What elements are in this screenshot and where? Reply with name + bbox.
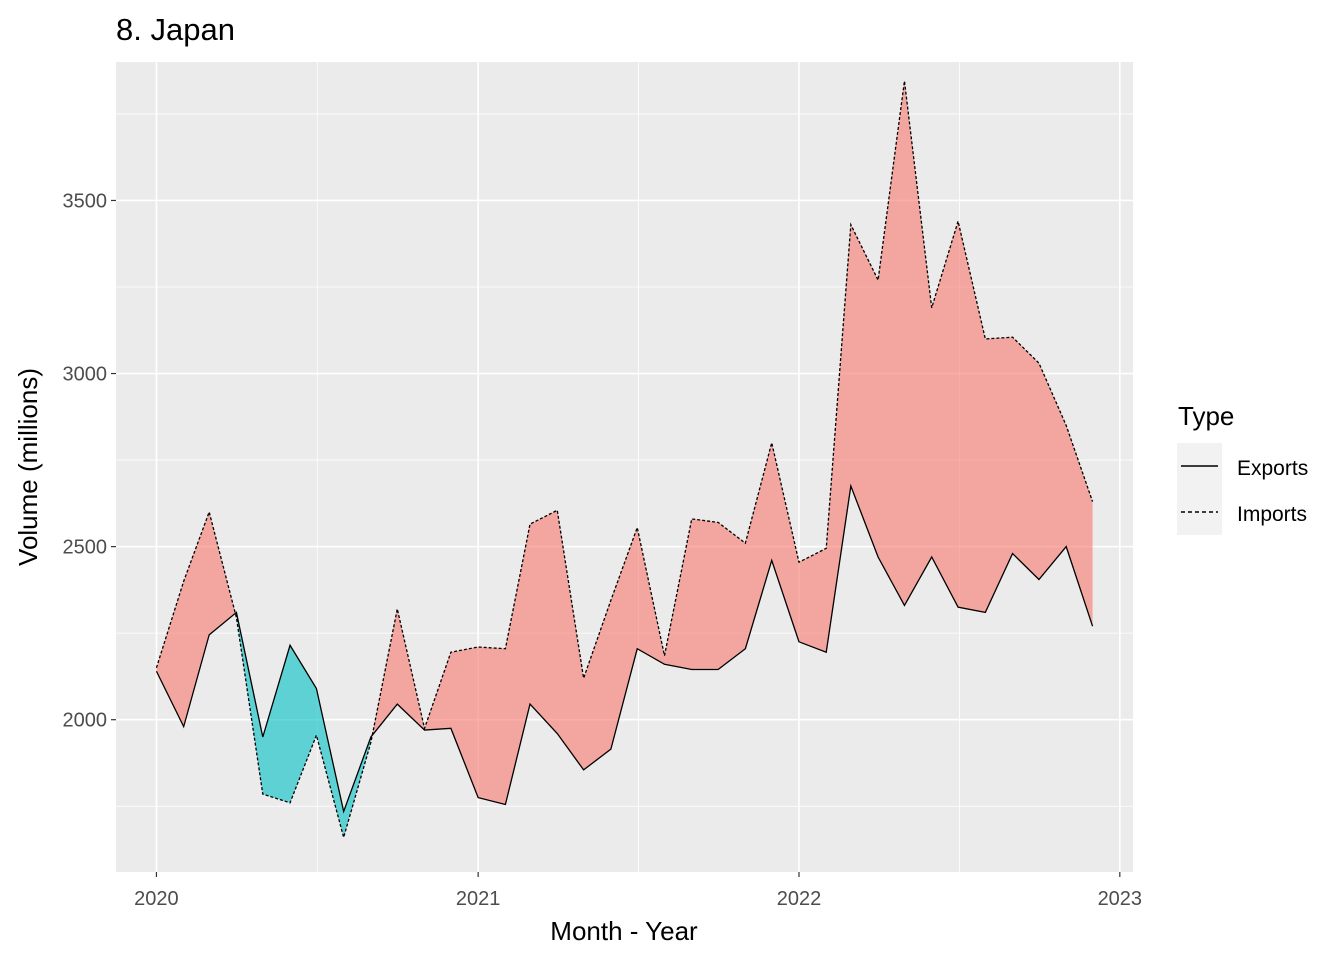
x-tick-label: 2023 bbox=[1098, 888, 1143, 910]
ribbon-imports-higher bbox=[372, 81, 1093, 805]
legend-label-imports: Imports bbox=[1237, 503, 1307, 526]
y-tick-label: 3000 bbox=[63, 364, 108, 386]
ribbon-exports-higher bbox=[235, 612, 373, 838]
series-line-exports bbox=[155, 483, 1094, 814]
x-tick-label: 2022 bbox=[777, 888, 822, 910]
legend-label-exports: Exports bbox=[1237, 457, 1308, 480]
y-axis: 2000 2500 3000 3500 bbox=[63, 190, 116, 732]
ribbon-imports-higher bbox=[156, 512, 236, 727]
legend-title: Type bbox=[1178, 401, 1234, 431]
series-lines bbox=[155, 80, 1094, 840]
legend: Type Exports Imports bbox=[1177, 401, 1308, 535]
x-tick-label: 2021 bbox=[456, 888, 501, 910]
y-axis-title: Volume (millions) bbox=[13, 368, 43, 566]
x-axis-title: Month - Year bbox=[550, 916, 698, 946]
y-tick-label: 2500 bbox=[63, 537, 108, 559]
x-axis: 2020 2021 2022 2023 bbox=[134, 872, 1142, 910]
ribbons bbox=[156, 81, 1093, 838]
chart-title: 8. Japan bbox=[116, 12, 235, 47]
y-tick-label: 3500 bbox=[63, 190, 108, 212]
x-tick-label: 2020 bbox=[134, 888, 179, 910]
y-tick-label: 2000 bbox=[63, 710, 108, 732]
series-line-imports bbox=[155, 80, 1094, 840]
